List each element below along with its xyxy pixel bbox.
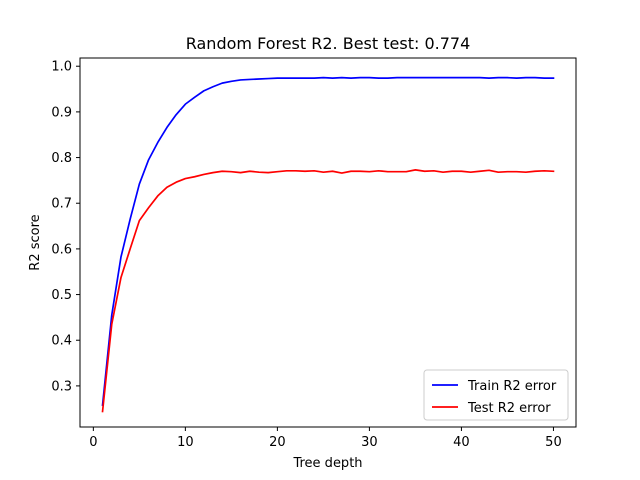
legend-box (423, 369, 569, 421)
plot-lines (101, 76, 555, 413)
y-tick-label: 0.7 (51, 197, 72, 212)
plot-frame (79, 57, 577, 428)
y-tick-label: 0.3 (51, 379, 72, 394)
y-axis-ticks: 0.3 0.4 0.5 0.6 0.7 0.8 0.9 1.0 (51, 60, 80, 394)
x-tick-label: 0 (89, 435, 97, 450)
legend-label-test: Test R2 error (467, 401, 551, 416)
legend: Train R2 error Test R2 error (423, 369, 569, 421)
y-axis-label: R2 score (28, 214, 43, 270)
legend-label-train: Train R2 error (467, 379, 557, 394)
x-tick-label: 20 (269, 435, 286, 450)
x-axis-label: Tree depth (292, 456, 362, 471)
series-line-1 (101, 169, 555, 413)
y-tick-label: 0.6 (51, 242, 72, 257)
y-tick-label: 0.5 (51, 288, 72, 303)
y-tick-label: 0.9 (51, 105, 72, 120)
y-tick-label: 1.0 (51, 60, 72, 75)
x-tick-label: 10 (177, 435, 194, 450)
x-axis-ticks: 0 10 20 30 40 50 (89, 427, 562, 450)
x-tick-label: 30 (361, 435, 378, 450)
y-tick-label: 0.8 (51, 151, 72, 166)
series-line-0 (101, 76, 555, 407)
x-tick-label: 40 (453, 435, 470, 450)
x-tick-label: 50 (545, 435, 562, 450)
chart-title: Random Forest R2. Best test: 0.774 (186, 34, 471, 53)
y-tick-label: 0.4 (51, 334, 72, 349)
